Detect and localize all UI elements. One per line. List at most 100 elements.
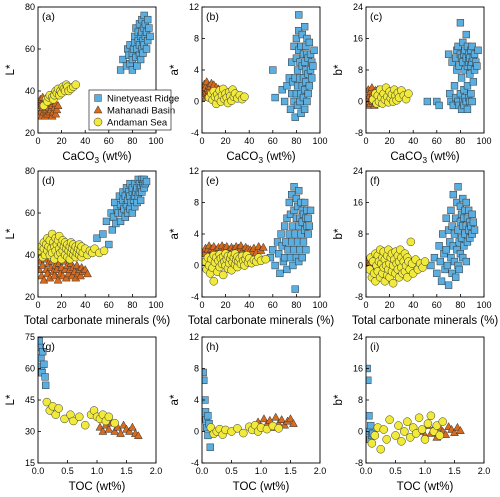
panel-label: (e) [206,175,219,187]
andaman-point [391,431,400,440]
ninetyeast-point [448,222,456,230]
x-tick-label: 0 [363,136,368,146]
x-tick-label: 0 [35,136,40,146]
mahanadi-point [277,414,287,423]
andaman-point [414,413,424,422]
ninetyeast-point [304,230,312,238]
ninetyeast-point [288,190,296,199]
mahanadi-point [133,430,143,439]
andaman-point [382,435,391,444]
y-tick-label: 0 [358,261,363,271]
mahanadi-point [53,275,63,284]
ninetyeast-point [462,257,470,266]
mahanadi-point [53,100,63,109]
x-axis-label: TOC (wt%) [233,481,290,493]
y-axis-label: a* [169,64,181,75]
x-tick-label: 0 [363,300,368,310]
y-tick-label: 8 [358,229,363,239]
ninetyeast-point [450,82,459,90]
y-tick-label: -4 [191,292,199,302]
andaman-point [42,397,52,407]
ninetyeast-point [206,443,214,451]
x-tick-label: 100 [148,300,163,310]
y-tick-label: 75 [25,332,35,342]
andaman-point [406,237,416,247]
x-tick-label: 100 [312,136,327,146]
andaman-point [404,89,413,98]
y-tick-label: 16 [353,364,363,374]
y-tick-label: 8 [194,34,199,44]
y-axis-label: a* [169,394,181,405]
panel-label: (d) [42,175,55,187]
andaman-point [240,92,249,102]
ninetyeast-point [468,42,476,51]
y-tick-label: 16 [353,34,363,44]
legend-label-ninetyeast: Ninetyeast Ridge [107,94,179,105]
andaman-point [438,417,447,426]
y-tick-label: -8 [355,292,363,302]
mahanadi-point [51,109,61,118]
ninetyeast-point [137,196,145,205]
x-tick-label: 40 [408,136,418,146]
ninetyeast-point [42,381,50,389]
legend-label-andaman: Andaman Sea [107,118,168,129]
x-tick-label: 0 [199,136,204,146]
ninetyeast-point [468,210,476,218]
legend-marker-mahanadi [93,105,103,114]
x-tick-label: 1.0 [419,466,432,476]
y-tick-label: 8 [194,364,199,374]
andaman-point [397,437,406,446]
panel-label: (c) [370,11,382,23]
ninetyeast-point [303,97,311,106]
panel-i: 0.0 0.5 1.0 1.5 2.0 -8 0 8 16 24 (i) b* TOC (wt%) [333,332,490,493]
x-tick-label: 0.0 [360,466,373,476]
panel-g-frame [37,336,157,464]
ninetyeast-point [435,242,443,250]
andaman-point [432,421,442,430]
ninetyeast-point [301,23,309,31]
andaman-point [379,425,388,434]
mahanadi-point [61,273,71,282]
x-tick-label: 40 [80,300,90,310]
mahanadi-point [52,105,62,114]
andaman-point [435,431,444,440]
x-tick-label: 20 [385,136,395,146]
y-axis-label: b* [333,394,345,405]
mahanadi-point [289,418,298,427]
panel-a-frame [37,6,157,134]
x-tick-label: 40 [408,300,418,310]
y-tick-label: 0 [358,97,363,107]
ninetyeast-point [446,89,454,98]
y-tick-label: 30 [25,427,35,437]
y-axis-label: b* [333,228,345,239]
y-tick-label: 60 [25,208,35,218]
ninetyeast-point [467,89,475,98]
mahanadi-point [83,269,92,278]
andaman-point [426,411,436,420]
ninetyeast-point [305,222,314,230]
x-tick-label: 0.5 [225,466,238,476]
x-tick-label: 40 [244,136,254,146]
legend-label-mahanadi: Mahanadi Basin [107,106,175,117]
y-tick-label: 20 [25,128,35,138]
ninetyeast-point [447,206,455,215]
andaman-point [69,416,78,426]
andaman-point [394,421,403,430]
x-axis-label: CaCO3 (wt%) [226,151,295,165]
ninetyeast-point [444,50,453,58]
ninetyeast-point [442,214,450,222]
x-tick-label: 1.5 [120,466,133,476]
ninetyeast-point [455,265,463,274]
andaman-point [420,257,430,266]
y-tick-label: 4 [194,395,199,405]
andaman-point [239,428,248,438]
ninetyeast-point [202,368,207,377]
mahanadi-point [259,414,269,423]
ninetyeast-point [427,261,435,270]
